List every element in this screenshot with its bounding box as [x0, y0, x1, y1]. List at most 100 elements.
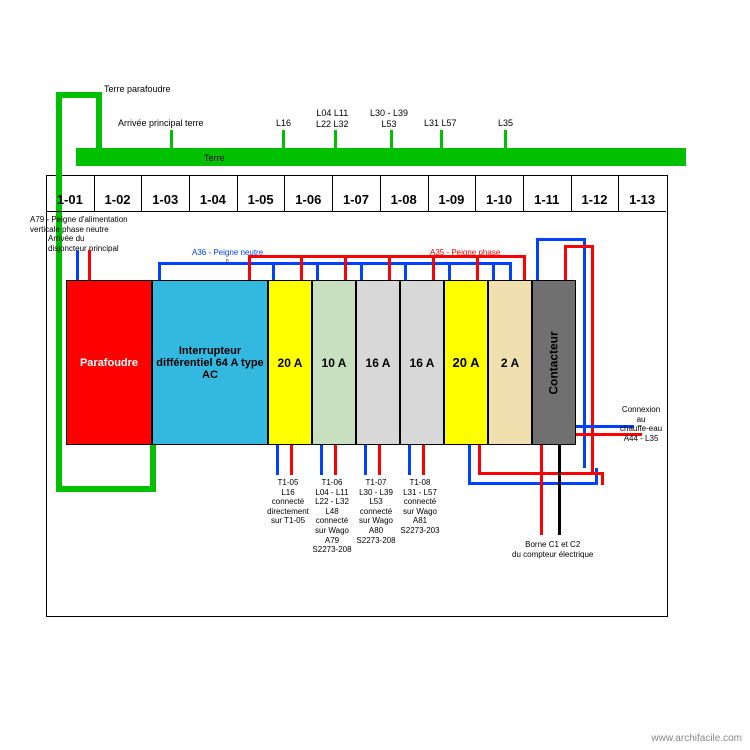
slot-1-09: 1-09 [428, 192, 476, 207]
bw [492, 262, 495, 280]
out-tap-blue [408, 445, 411, 475]
out-tap-label: T1-05 L16 connecté directement sur T1-05 [266, 478, 310, 526]
grid-line [475, 176, 476, 212]
lbl-arrivee-terre: Arrivée principal terre [118, 118, 204, 129]
rw [432, 255, 435, 280]
bw [272, 262, 275, 280]
kw [558, 445, 561, 535]
rw [88, 250, 91, 280]
slot-1-03: 1-03 [141, 192, 189, 207]
grid-line [46, 211, 666, 212]
module-interrupteur-différentiel-64-a-type-ac: Interrupteur différentiel 64 A type AC [152, 280, 268, 445]
slot-1-13: 1-13 [618, 192, 666, 207]
rw [564, 245, 594, 248]
grid-line [332, 176, 333, 212]
out-tap-label: T1-08 L31 - L57 connecté sur Wago A81 S2… [398, 478, 442, 536]
out-tap-blue [320, 445, 323, 475]
rw [344, 255, 347, 280]
module-contacteur: Contacteur [532, 280, 576, 445]
tick [504, 130, 507, 148]
out-tap-label: T1-06 L04 - L11 L22 - L32 L48 connecté s… [310, 478, 354, 555]
earth-bar-label: Terre [204, 153, 225, 164]
bw [536, 238, 586, 241]
bw [360, 262, 363, 280]
module-20-a: 20 A [444, 280, 488, 445]
bw [536, 238, 539, 280]
bw [76, 250, 79, 280]
grid-line [428, 176, 429, 212]
lbl-l16: L16 [276, 118, 291, 129]
rw [248, 255, 526, 258]
gw [150, 445, 156, 492]
lbl-l30: L30 - L39 L53 [370, 108, 408, 130]
slot-1-01: 1-01 [46, 192, 94, 207]
rw [476, 255, 479, 280]
bw [468, 482, 598, 485]
slot-1-06: 1-06 [284, 192, 332, 207]
rw [478, 445, 481, 475]
slot-1-11: 1-11 [523, 192, 571, 207]
lbl-l31: L31 L57 [424, 118, 457, 129]
grid-line [618, 176, 619, 212]
slot-1-05: 1-05 [237, 192, 285, 207]
earth-bar [76, 148, 686, 166]
out-tap-red [378, 445, 381, 475]
rw [540, 445, 543, 535]
out-tap-red [334, 445, 337, 475]
out-tap-red [290, 445, 293, 475]
rw [523, 255, 526, 280]
gw [96, 92, 102, 148]
module-parafoudre: Parafoudre [66, 280, 152, 445]
slot-1-08: 1-08 [380, 192, 428, 207]
out-tap-red [422, 445, 425, 475]
grid-line [141, 176, 142, 212]
tick [390, 130, 393, 148]
gw [56, 92, 102, 98]
grid-line [380, 176, 381, 212]
lbl-conn-eau: Connexion au chauffe-eau A44 - L35 [620, 405, 662, 443]
rw [248, 270, 251, 280]
tick [334, 130, 337, 148]
grid-line [189, 176, 190, 212]
rw [564, 245, 567, 280]
tick [170, 130, 173, 148]
out-tap-blue [364, 445, 367, 475]
bw [158, 262, 512, 265]
lbl-borne: Borne C1 et C2 du compteur électrique [512, 540, 593, 559]
slot-1-02: 1-02 [94, 192, 142, 207]
grid-line [94, 176, 95, 212]
bw [404, 262, 407, 280]
out-tap-label: T1-07 L30 - L39 L53 connecté sur Wago A8… [354, 478, 398, 545]
slot-1-04: 1-04 [189, 192, 237, 207]
lbl-arrivee-disj: Arrivée du disjoncteur principal [48, 234, 119, 253]
tick [440, 130, 443, 148]
bw [468, 445, 471, 485]
bw [595, 468, 598, 485]
slot-1-07: 1-07 [332, 192, 380, 207]
watermark: www.archifacile.com [651, 733, 742, 744]
rw [601, 472, 604, 485]
grid-line [237, 176, 238, 212]
lbl-a79: A79 - Peigne d'alimentation verticale ph… [30, 215, 128, 234]
module-2-a: 2 A [488, 280, 532, 445]
lbl-terre-parafoudre: Terre parafoudre [104, 84, 171, 95]
lbl-l35: L35 [498, 118, 513, 129]
out-tap-blue [276, 445, 279, 475]
lbl-l04: L04 L11 L22 L32 [316, 108, 349, 130]
bw [509, 262, 512, 280]
module-20-a: 20 A [268, 280, 312, 445]
module-10-a: 10 A [312, 280, 356, 445]
grid-line [571, 176, 572, 212]
grid-line [523, 176, 524, 212]
rw [388, 255, 391, 280]
rw [300, 255, 303, 280]
gw [56, 486, 156, 492]
module-16-a: 16 A [400, 280, 444, 445]
rw [591, 245, 594, 475]
tick [282, 130, 285, 148]
bw [448, 262, 451, 280]
slot-1-12: 1-12 [571, 192, 619, 207]
module-16-a: 16 A [356, 280, 400, 445]
slot-1-10: 1-10 [475, 192, 523, 207]
bw [316, 262, 319, 280]
